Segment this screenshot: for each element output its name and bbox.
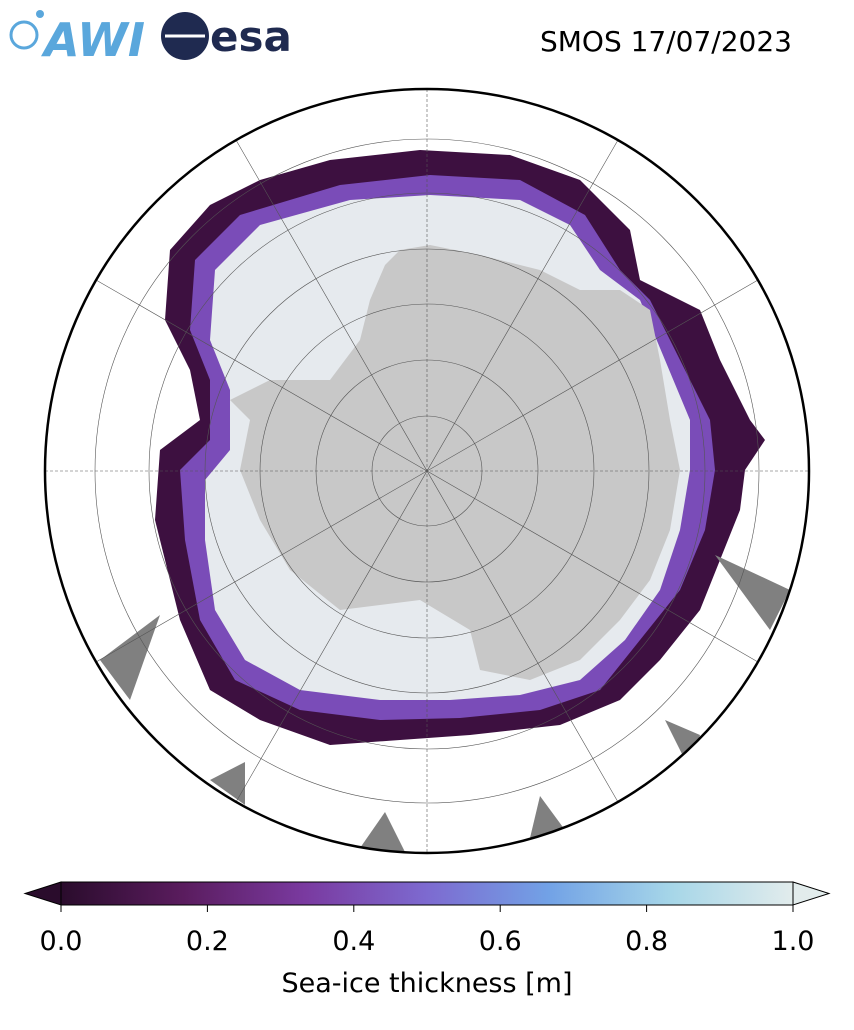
- logo-awi-text: AWI: [41, 13, 145, 67]
- colorbar-extend-max: [792, 881, 831, 906]
- land-fragments: [100, 555, 790, 852]
- colorbar-extend-min: [23, 881, 62, 906]
- colorbar: Sea-ice thickness [m] 0.0 0.2 0.4 0.6 0.8 1.0: [23, 881, 831, 999]
- colorbar-label: Sea-ice thickness [m]: [281, 968, 572, 999]
- graticule: [45, 89, 809, 853]
- logo-esa: esa: [161, 12, 292, 61]
- colorbar-tick-label: 0.0: [40, 926, 83, 957]
- colorbar-frame: [60, 881, 794, 906]
- colorbar-tick-label: 1.0: [772, 926, 815, 957]
- colorbar-tick-label: 0.2: [186, 926, 229, 957]
- title: SMOS 17/07/2023: [540, 25, 792, 58]
- antarctica: [230, 245, 680, 680]
- map: [45, 89, 809, 853]
- colorbar-tick-label: 0.4: [332, 926, 375, 957]
- colorbar-tick-label: 0.6: [479, 926, 522, 957]
- map-boundary: [43, 87, 811, 855]
- colorbar-tick-label: 0.8: [625, 926, 668, 957]
- logo-esa-text: esa: [210, 12, 292, 61]
- logo-awi: AWI: [9, 10, 145, 67]
- colorbar-ramp: [61, 882, 793, 905]
